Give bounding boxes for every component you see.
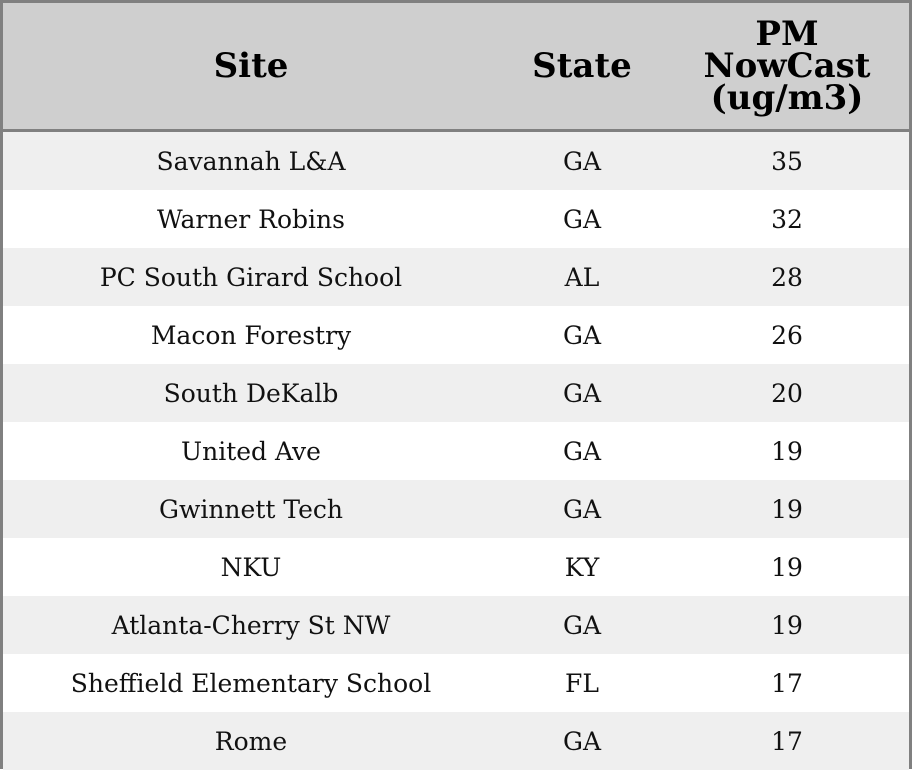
header-pm-line2: NowCast [703, 46, 871, 86]
cell-site: Gwinnett Tech [158, 494, 344, 524]
cell-state: GA [562, 436, 602, 466]
table-row: Warner Robins GA 32 [3, 190, 909, 248]
cell-site: PC South Girard School [99, 262, 403, 292]
table-row: Gwinnett Tech GA 19 [3, 480, 909, 538]
cell-pm-value: 19 [771, 610, 803, 640]
table-row: United Ave GA 19 [3, 422, 909, 480]
table-row: Sheffield Elementary School FL 17 [3, 654, 909, 712]
cell-pm-value: 20 [771, 378, 803, 408]
cell-pm-value: 19 [771, 494, 803, 524]
table-row: Savannah L&A GA 35 [3, 132, 909, 190]
table-row: Macon Forestry GA 26 [3, 306, 909, 364]
cell-state: GA [562, 204, 602, 234]
cell-state: FL [565, 668, 599, 698]
header-state[interactable]: State [532, 46, 632, 86]
cell-site: Sheffield Elementary School [70, 668, 432, 698]
cell-state: GA [562, 726, 602, 756]
header-pm-nowcast[interactable]: PM NowCast (ug/m3) [665, 3, 909, 129]
cell-state: GA [562, 610, 602, 640]
cell-state: GA [562, 320, 602, 350]
cell-site: NKU [220, 552, 282, 582]
table-row: NKU KY 19 [3, 538, 909, 596]
cell-site: Savannah L&A [156, 146, 346, 176]
cell-state: GA [562, 494, 602, 524]
cell-site: Atlanta-Cherry St NW [111, 610, 391, 640]
cell-pm-value: 17 [771, 668, 803, 698]
cell-pm-value: 35 [771, 146, 803, 176]
cell-site: South DeKalb [163, 378, 339, 408]
cell-site: Rome [214, 726, 288, 756]
cell-site: Macon Forestry [150, 320, 352, 350]
cell-state: KY [564, 552, 600, 582]
cell-pm-value: 17 [771, 726, 803, 756]
header-site[interactable]: Site [213, 46, 289, 86]
cell-state: AL [564, 262, 600, 292]
cell-state: GA [562, 146, 602, 176]
table-row: South DeKalb GA 20 [3, 364, 909, 422]
table-row: Rome GA 17 [3, 712, 909, 770]
cell-pm-value: 28 [771, 262, 803, 292]
cell-pm-value: 19 [771, 436, 803, 466]
cell-site: United Ave [181, 436, 321, 466]
cell-pm-value: 32 [771, 204, 803, 234]
header-pm-line1: PM [755, 14, 819, 54]
header-pm-line3: (ug/m3) [710, 78, 864, 118]
table-header: Site State PM NowCast (ug/m3) [3, 3, 909, 132]
table-row: Atlanta-Cherry St NW GA 19 [3, 596, 909, 654]
cell-state: GA [562, 378, 602, 408]
cell-pm-value: 19 [771, 552, 803, 582]
cell-pm-value: 26 [771, 320, 803, 350]
cell-site: Warner Robins [157, 204, 345, 234]
table-row: PC South Girard School AL 28 [3, 248, 909, 306]
